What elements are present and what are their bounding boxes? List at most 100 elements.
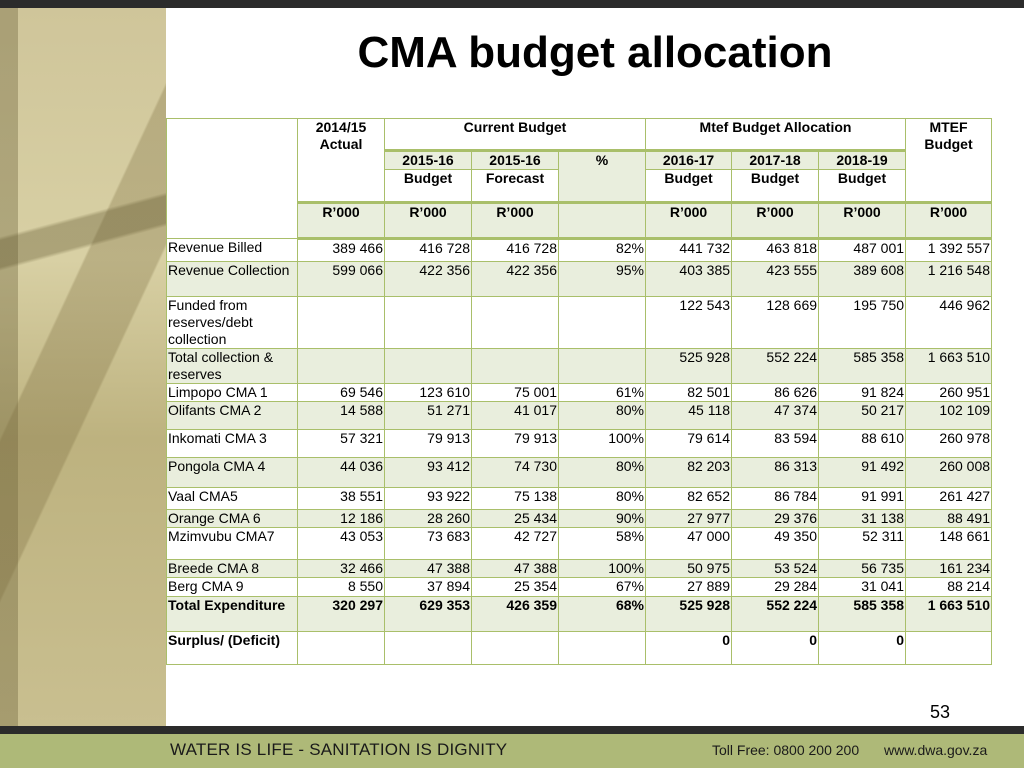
cell-value: 82 652 <box>645 487 733 510</box>
table-row: Olifants CMA 2 14 588 51 271 41 017 80% 45 11… <box>166 401 993 430</box>
cell-value: 69 546 <box>297 383 385 402</box>
cell-value: 416 728 <box>471 238 559 262</box>
table-row: Funded from reserves/debt collection 122 … <box>166 296 993 349</box>
cell-value: 50 975 <box>645 559 733 578</box>
cell-value <box>384 296 472 349</box>
row-label: Breede CMA 8 <box>166 559 298 578</box>
cell-value: 91 492 <box>818 457 907 488</box>
cell-value: 0 <box>645 631 733 665</box>
unit-label: R’000 <box>905 201 993 240</box>
cell-value: 599 066 <box>297 261 385 297</box>
cell-value: 122 543 <box>645 296 733 349</box>
cell-value: 53 524 <box>731 559 820 578</box>
cell-value <box>471 348 559 384</box>
table-row: Total Expenditure 320 297 629 353 426 359 68… <box>166 596 993 632</box>
page-number: 53 <box>930 702 951 722</box>
cell-value: 27 977 <box>645 509 733 528</box>
table-row: Pongola CMA 4 44 036 93 412 74 730 80% 82 203… <box>166 457 993 488</box>
unit-label: R’000 <box>384 201 472 240</box>
cell-value: 90% <box>557 509 647 528</box>
cell-value: 57 321 <box>297 429 385 458</box>
footer-website[interactable]: www.dwa.gov.za <box>884 742 988 758</box>
header-year-2015-forecast: 2015-16 <box>471 149 559 170</box>
cell-value <box>297 296 385 349</box>
row-label: Revenue Collection <box>166 261 298 297</box>
cell-value: 75 001 <box>471 383 559 402</box>
cell-value: 100% <box>557 559 647 578</box>
cell-value: 80% <box>557 401 647 430</box>
header-sub-budget: Budget <box>384 169 472 203</box>
header-mtef-allocation: Mtef Budget Allocation <box>645 118 907 151</box>
row-label: Orange CMA 6 <box>166 509 298 528</box>
cell-value: 88 491 <box>905 509 993 528</box>
cell-value: 47 374 <box>731 401 820 430</box>
cell-value: 50 217 <box>818 401 907 430</box>
header-row-1: 2014/15 Actual Current Budget Mtef Budge… <box>166 118 993 239</box>
cell-value: 195 750 <box>818 296 907 349</box>
row-label: Pongola CMA 4 <box>166 457 298 488</box>
cell-value <box>297 631 385 665</box>
cell-value: 31 138 <box>818 509 907 528</box>
cell-value: 47 388 <box>471 559 559 578</box>
cell-value: 25 354 <box>471 577 559 597</box>
header-row-3: Budget Forecast Budget Budget Budget <box>167 169 992 203</box>
cell-value: 525 928 <box>645 348 733 384</box>
cell-value: 28 260 <box>384 509 472 528</box>
cell-value: 82 203 <box>645 457 733 488</box>
row-label: Vaal CMA5 <box>166 487 298 510</box>
cell-value: 12 186 <box>297 509 385 528</box>
cell-value <box>297 348 385 384</box>
cell-value: 52 311 <box>818 527 907 560</box>
table-row: Limpopo CMA 1 69 546 123 610 75 001 61% 82 50… <box>166 383 993 402</box>
cell-value: 82 501 <box>645 383 733 402</box>
cell-value: 47 000 <box>645 527 733 560</box>
table-row: Mzimvubu CMA7 43 053 73 683 42 727 58% 47 000… <box>166 527 993 560</box>
table-row: Revenue Billed 389 466 416 728 416 728 82% 44… <box>166 238 993 262</box>
cell-value: 389 608 <box>818 261 907 297</box>
cell-value: 86 784 <box>731 487 820 510</box>
footer-tollfree: Toll Free: 0800 200 200 <box>712 742 860 758</box>
header-sub-budget: Budget <box>645 169 733 203</box>
cell-value: 552 224 <box>731 348 820 384</box>
cell-value: 80% <box>557 457 647 488</box>
cell-value: 38 551 <box>297 487 385 510</box>
table-row: Vaal CMA5 38 551 93 922 75 138 80% 82 652 86 7… <box>166 487 993 510</box>
cell-value: 68% <box>557 596 647 632</box>
cell-value: 102 109 <box>905 401 993 430</box>
cell-value: 61% <box>557 383 647 402</box>
header-year-2015-budget: 2015-16 <box>384 149 472 170</box>
header-year-2018: 2018-19 <box>818 149 907 170</box>
unit-label: R’000 <box>297 201 385 240</box>
footer-divider <box>0 726 1024 734</box>
unit-blank <box>557 201 647 240</box>
table-row: Revenue Collection 599 066 422 356 422 356 9… <box>166 261 993 297</box>
cell-value: 79 614 <box>645 429 733 458</box>
cell-value: 47 388 <box>384 559 472 578</box>
row-label: Olifants CMA 2 <box>166 401 298 430</box>
table-row: Inkomati CMA 3 57 321 79 913 79 913 100% 79 6… <box>166 429 993 458</box>
cell-value <box>384 631 472 665</box>
cell-value: 128 669 <box>731 296 820 349</box>
cell-value: 80% <box>557 487 647 510</box>
cell-value: 93 922 <box>384 487 472 510</box>
cell-value: 42 727 <box>471 527 559 560</box>
cell-value <box>557 348 647 384</box>
table-row: Orange CMA 6 12 186 28 260 25 434 90% 27 977 2… <box>166 509 993 528</box>
header-actual: 2014/15 Actual <box>297 118 385 203</box>
cell-value <box>384 348 472 384</box>
cell-value: 148 661 <box>905 527 993 560</box>
unit-label: R’000 <box>471 201 559 240</box>
cell-value: 261 427 <box>905 487 993 510</box>
footer-motto: WATER IS LIFE - SANITATION IS DIGNITY <box>170 740 508 759</box>
cell-value <box>471 631 559 665</box>
cell-value: 56 735 <box>818 559 907 578</box>
cell-value: 58% <box>557 527 647 560</box>
header-sub-forecast: Forecast <box>471 169 559 203</box>
cell-value: 75 138 <box>471 487 559 510</box>
cell-value: 82% <box>557 238 647 262</box>
cell-value: 441 732 <box>645 238 733 262</box>
footer-bar: WATER IS LIFE - SANITATION IS DIGNITY To… <box>0 734 1024 768</box>
cell-value: 29 284 <box>731 577 820 597</box>
cell-value <box>557 631 647 665</box>
